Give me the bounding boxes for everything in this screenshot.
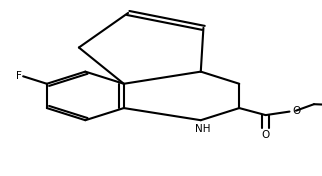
Text: NH: NH	[194, 124, 210, 134]
Text: O: O	[261, 130, 270, 140]
Text: F: F	[16, 71, 22, 81]
Text: O: O	[293, 106, 301, 116]
